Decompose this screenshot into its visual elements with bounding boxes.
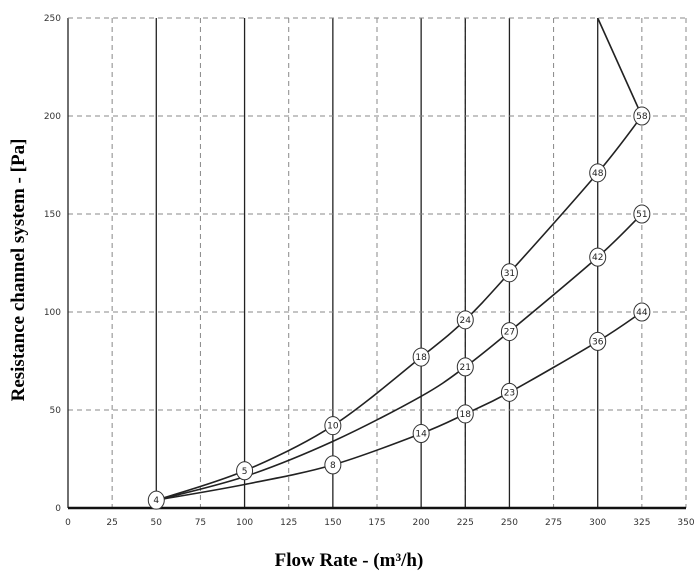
point-label: 48	[592, 169, 604, 179]
point-marker	[633, 302, 651, 322]
x-tick-label: 350	[677, 518, 694, 528]
tick-labels: 0 25 50 75 100 125 150 175 200 225 250 275 300 325 350…	[44, 14, 695, 528]
point-marker	[412, 347, 430, 367]
curves	[156, 17, 643, 501]
point-marker	[456, 310, 474, 330]
x-tick-label: 50	[151, 518, 163, 528]
y-axis-label: Resistance channel system - [Pa]	[8, 139, 29, 402]
point-marker	[236, 461, 254, 481]
point-label: 31	[504, 269, 515, 279]
point-label: 23	[504, 388, 515, 398]
series-line-2	[156, 213, 643, 501]
series-line-3	[156, 311, 643, 501]
point-marker	[147, 490, 165, 510]
x-tick-label: 100	[236, 518, 253, 528]
point-label: 51	[636, 210, 647, 220]
x-tick-label: 325	[633, 518, 650, 528]
point-label: 5	[242, 467, 248, 477]
x-tick-label: 125	[280, 518, 297, 528]
x-tick-label: 300	[589, 518, 606, 528]
x-tick-label: 225	[457, 518, 474, 528]
point-label: 42	[592, 253, 603, 263]
point-label: 8	[330, 461, 336, 471]
x-tick-label: 250	[501, 518, 518, 528]
point-marker	[589, 163, 607, 183]
point-marker	[500, 382, 518, 402]
y-tick-label: 0	[55, 504, 61, 514]
x-axis-label: Flow Rate - (m³/h)	[275, 550, 424, 571]
y-tick-label: 100	[44, 308, 61, 318]
point-label: 58	[636, 112, 648, 122]
point-marker	[589, 247, 607, 267]
y-tick-label: 250	[44, 14, 61, 24]
point-marker	[633, 106, 651, 126]
point-label: 14	[415, 430, 427, 440]
limit-line	[596, 17, 643, 117]
y-tick-label: 200	[44, 112, 61, 122]
point-marker	[633, 204, 651, 224]
point-label: 10	[327, 422, 339, 432]
point-marker	[412, 424, 430, 444]
y-tick-label: 150	[44, 210, 61, 220]
x-tick-label: 0	[65, 518, 71, 528]
x-tick-label: 200	[413, 518, 430, 528]
x-tick-label: 75	[195, 518, 206, 528]
point-marker	[500, 322, 518, 342]
point-label: 4	[153, 496, 159, 506]
point-label: 24	[460, 316, 472, 326]
point-marker	[589, 331, 607, 351]
point-label: 18	[460, 410, 472, 420]
point-marker	[456, 404, 474, 424]
x-tick-label: 275	[545, 518, 562, 528]
y-tick-label: 50	[50, 406, 62, 416]
point-label: 21	[460, 363, 471, 373]
point-label: 44	[636, 308, 648, 318]
point-label: 27	[504, 328, 515, 338]
point-marker	[324, 455, 342, 475]
x-tick-label: 25	[106, 518, 117, 528]
x-tick-label: 175	[368, 518, 385, 528]
x-tick-label: 150	[324, 518, 341, 528]
point-label: 18	[415, 353, 427, 363]
point-marker	[324, 416, 342, 436]
point-label: 36	[592, 337, 604, 347]
point-markers: 4 5 10 18 24 31 48 58 21 27 42 51 8 14 18 23 36 44	[147, 106, 651, 510]
point-marker	[456, 357, 474, 377]
point-marker	[500, 263, 518, 283]
